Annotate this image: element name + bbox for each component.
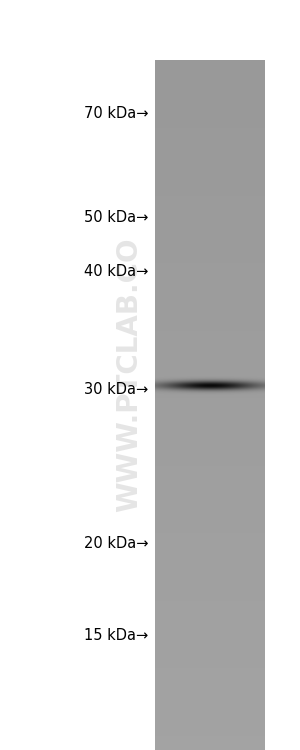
Text: WWW.PTCLAB.CO: WWW.PTCLAB.CO xyxy=(115,238,143,512)
Text: 50 kDa→: 50 kDa→ xyxy=(84,211,148,226)
Text: 30 kDa→: 30 kDa→ xyxy=(84,382,148,398)
Text: 15 kDa→: 15 kDa→ xyxy=(84,628,148,643)
Text: 70 kDa→: 70 kDa→ xyxy=(83,106,148,121)
Text: 20 kDa→: 20 kDa→ xyxy=(83,536,148,550)
Text: 40 kDa→: 40 kDa→ xyxy=(84,265,148,280)
